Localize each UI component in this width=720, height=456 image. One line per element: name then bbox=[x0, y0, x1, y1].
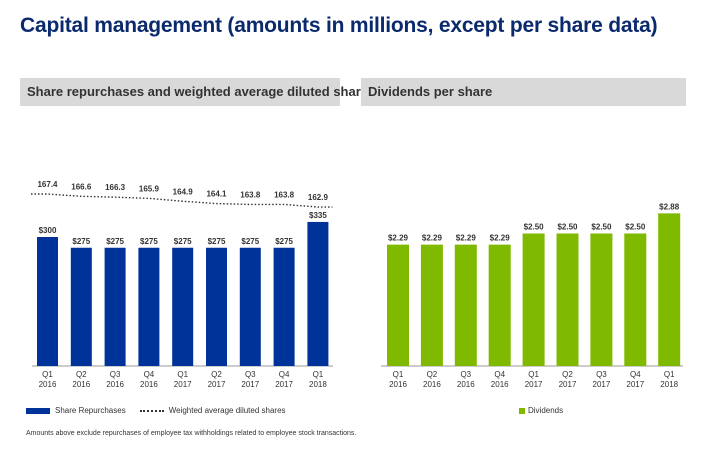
dividends-chart: $2.29Q12016$2.29Q22016$2.29Q32016$2.29Q4… bbox=[381, 202, 683, 389]
repurchases-legend-label: Share Repurchases bbox=[55, 406, 126, 415]
repurchase-tick-year: 2016 bbox=[140, 380, 158, 389]
dividend-tick-quarter: Q2 bbox=[562, 370, 573, 379]
repurchase-bar bbox=[37, 237, 58, 366]
repurchase-tick-quarter: Q2 bbox=[76, 370, 87, 379]
repurchase-bar bbox=[273, 247, 295, 366]
dividend-tick-quarter: Q1 bbox=[393, 370, 404, 379]
repurchase-tick-quarter: Q4 bbox=[144, 370, 155, 379]
dividend-tick-quarter: Q4 bbox=[494, 370, 505, 379]
dividend-tick-year: 2017 bbox=[626, 380, 644, 389]
repurchase-bar bbox=[307, 221, 329, 366]
diluted-shares-data-label: 164.1 bbox=[206, 190, 227, 199]
dividend-bar bbox=[624, 233, 647, 366]
repurchase-bar bbox=[172, 247, 194, 366]
dividend-tick-quarter: Q1 bbox=[528, 370, 539, 379]
repurchases-legend: Share Repurchases Weighted average dilut… bbox=[26, 406, 286, 415]
dividend-tick-year: 2016 bbox=[491, 380, 509, 389]
dividend-tick-quarter: Q3 bbox=[596, 370, 607, 379]
repurchase-tick-quarter: Q3 bbox=[110, 370, 121, 379]
diluted-shares-data-label: 164.9 bbox=[173, 187, 194, 196]
repurchase-data-label: $335 bbox=[309, 211, 327, 220]
dividend-tick-year: 2016 bbox=[457, 380, 475, 389]
diluted-shares-data-label: 167.4 bbox=[37, 180, 58, 189]
repurchase-data-label: $300 bbox=[39, 226, 57, 235]
dividends-legend-label: Dividends bbox=[528, 406, 564, 415]
repurchase-data-label: $275 bbox=[275, 237, 293, 246]
dividend-data-label: $2.50 bbox=[591, 223, 612, 232]
footnote: Amounts above exclude repurchases of emp… bbox=[26, 430, 357, 437]
repurchase-bar bbox=[206, 247, 227, 366]
repurchase-tick-year: 2017 bbox=[241, 380, 259, 389]
repurchases-legend-swatch bbox=[26, 407, 50, 414]
repurchases-chart: $300Q12016$275Q22016$275Q32016$275Q42016… bbox=[31, 180, 333, 389]
dividend-bar bbox=[590, 233, 613, 366]
repurchase-tick-year: 2017 bbox=[208, 380, 226, 389]
repurchase-tick-year: 2016 bbox=[106, 380, 124, 389]
page-title: Capital management (amounts in millions,… bbox=[20, 14, 658, 37]
repurchase-tick-year: 2016 bbox=[39, 380, 57, 389]
dividends-legend-swatch bbox=[519, 407, 525, 414]
repurchase-data-label: $275 bbox=[241, 237, 259, 246]
diluted-shares-line bbox=[31, 193, 333, 208]
diluted-shares-data-label: 162.9 bbox=[308, 193, 329, 202]
repurchase-tick-quarter: Q4 bbox=[279, 370, 290, 379]
dividend-tick-year: 2016 bbox=[423, 380, 441, 389]
repurchase-tick-quarter: Q1 bbox=[42, 370, 53, 379]
repurchase-tick-year: 2017 bbox=[275, 380, 293, 389]
dividend-bar bbox=[488, 244, 511, 366]
dividend-tick-quarter: Q2 bbox=[427, 370, 438, 379]
diluted-shares-data-label: 166.3 bbox=[105, 183, 126, 192]
repurchase-data-label: $275 bbox=[72, 237, 90, 246]
dividend-data-label: $2.29 bbox=[422, 234, 443, 243]
repurchase-data-label: $275 bbox=[174, 237, 192, 246]
repurchase-tick-quarter: Q2 bbox=[211, 370, 222, 379]
dividend-tick-quarter: Q4 bbox=[630, 370, 641, 379]
dividend-tick-quarter: Q3 bbox=[460, 370, 471, 379]
repurchase-data-label: $275 bbox=[208, 237, 226, 246]
dividend-bar bbox=[658, 213, 681, 366]
dividend-data-label: $2.50 bbox=[625, 223, 646, 232]
repurchase-bar bbox=[104, 247, 126, 366]
dividend-tick-year: 2017 bbox=[593, 380, 611, 389]
dividend-bar bbox=[556, 233, 579, 366]
dividend-tick-year: 2017 bbox=[525, 380, 543, 389]
dividend-bar bbox=[454, 244, 477, 366]
dividends-legend: Dividends bbox=[519, 406, 563, 415]
repurchase-tick-quarter: Q1 bbox=[177, 370, 188, 379]
dividend-bar bbox=[420, 244, 443, 366]
repurchase-tick-year: 2017 bbox=[174, 380, 192, 389]
diluted-shares-data-label: 163.8 bbox=[240, 190, 261, 199]
repurchase-bar bbox=[138, 247, 160, 366]
dividend-data-label: $2.29 bbox=[388, 234, 409, 243]
repurchase-bar bbox=[70, 247, 92, 366]
diluted-shares-data-label: 166.6 bbox=[71, 182, 92, 191]
dividend-tick-year: 2016 bbox=[389, 380, 407, 389]
repurchases-panel-header: Share repurchases and weighted average d… bbox=[20, 78, 375, 106]
dividend-data-label: $2.29 bbox=[456, 234, 477, 243]
repurchase-tick-year: 2016 bbox=[72, 380, 90, 389]
diluted-shares-data-label: 163.8 bbox=[274, 190, 295, 199]
diluted-shares-legend-label: Weighted average diluted shares bbox=[168, 406, 286, 415]
dividend-data-label: $2.50 bbox=[524, 223, 545, 232]
dividend-tick-year: 2018 bbox=[660, 380, 678, 389]
dividends-panel-header: Dividends per share bbox=[361, 78, 686, 106]
dividend-tick-quarter: Q1 bbox=[664, 370, 675, 379]
dividend-data-label: $2.88 bbox=[659, 202, 680, 211]
dividend-tick-year: 2017 bbox=[559, 380, 577, 389]
repurchase-data-label: $275 bbox=[140, 237, 158, 246]
dividend-bar bbox=[387, 244, 409, 366]
diluted-shares-legend-swatch bbox=[139, 409, 164, 412]
repurchase-data-label: $275 bbox=[106, 237, 124, 246]
repurchase-tick-quarter: Q3 bbox=[245, 370, 256, 379]
repurchase-tick-quarter: Q1 bbox=[313, 370, 324, 379]
diluted-shares-data-label: 165.9 bbox=[139, 184, 160, 193]
dividend-data-label: $2.50 bbox=[557, 223, 578, 232]
repurchase-bar bbox=[239, 247, 261, 366]
dividend-bar bbox=[522, 233, 545, 366]
repurchase-tick-year: 2018 bbox=[309, 380, 327, 389]
dividend-data-label: $2.29 bbox=[490, 234, 511, 243]
